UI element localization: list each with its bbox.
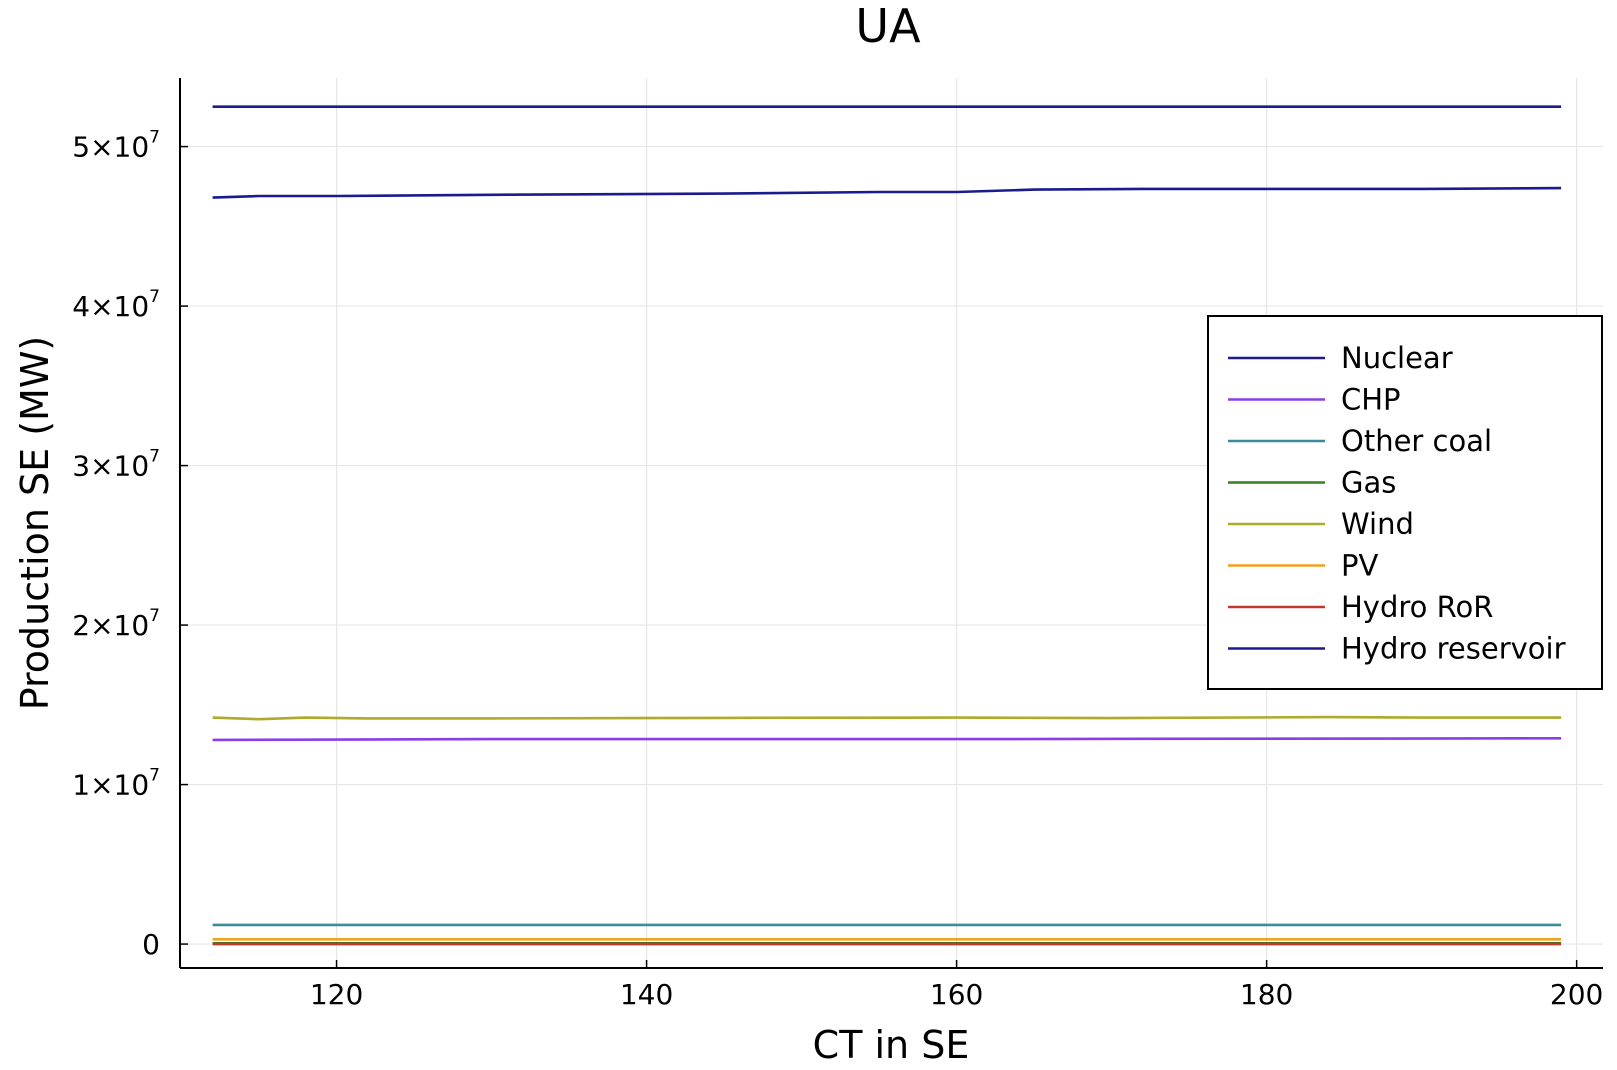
y-tick-exponent: 7 [149,447,160,467]
y-tick-exponent: 7 [149,287,160,307]
series-lines [212,105,1562,946]
legend-label: Wind [1341,507,1414,541]
series-line-chp [212,736,1562,742]
axes [179,78,1603,969]
y-tick-mantissa: 0 [142,928,160,961]
legend-label: Hydro RoR [1341,590,1493,624]
y-tick-mantissa: 2×10 [72,609,149,642]
y-tick-label: 3×107 [72,447,160,483]
x-tick-label: 120 [310,978,363,1011]
legend-label: Nuclear [1341,341,1453,375]
legend-label: Hydro reservoir [1341,632,1566,666]
legend-label: PV [1341,549,1378,583]
legend-label: Other coal [1341,424,1492,458]
y-tick-mantissa: 5×10 [72,131,149,164]
x-tick-label: 140 [620,978,673,1011]
series-line-wind [212,715,1562,721]
y-tick-mantissa: 1×10 [72,769,149,802]
chart-title: UA [855,0,921,53]
y-tick-exponent: 7 [149,128,160,148]
x-tick-label: 200 [1550,978,1603,1011]
y-tick-label: 1×107 [72,766,160,802]
y-tick-exponent: 7 [149,606,160,626]
legend: Nuclear CHP Other coal Gas Wind PV Hydro RoR Hy… [1207,315,1603,690]
legend-label: CHP [1341,383,1401,417]
x-ticks: 120 140 160 180 200 [310,960,1603,1011]
y-tick-label: 2×107 [72,606,160,642]
y-tick-label: 5×107 [72,128,160,164]
y-axis-title: Production SE (MW) [13,336,57,710]
x-tick-label: 180 [1240,978,1293,1011]
x-axis-title: CT in SE [813,1023,970,1067]
legend-box [1207,315,1603,690]
series-line-hydro-reservoir [212,186,1562,199]
legend-label: Gas [1341,466,1396,500]
y-tick-mantissa: 3×10 [72,450,149,483]
y-tick-exponent: 7 [149,766,160,786]
y-tick-label: 0 [142,928,160,961]
x-tick-label: 160 [930,978,983,1011]
y-tick-mantissa: 4×10 [72,290,149,323]
y-tick-label: 4×107 [72,287,160,323]
